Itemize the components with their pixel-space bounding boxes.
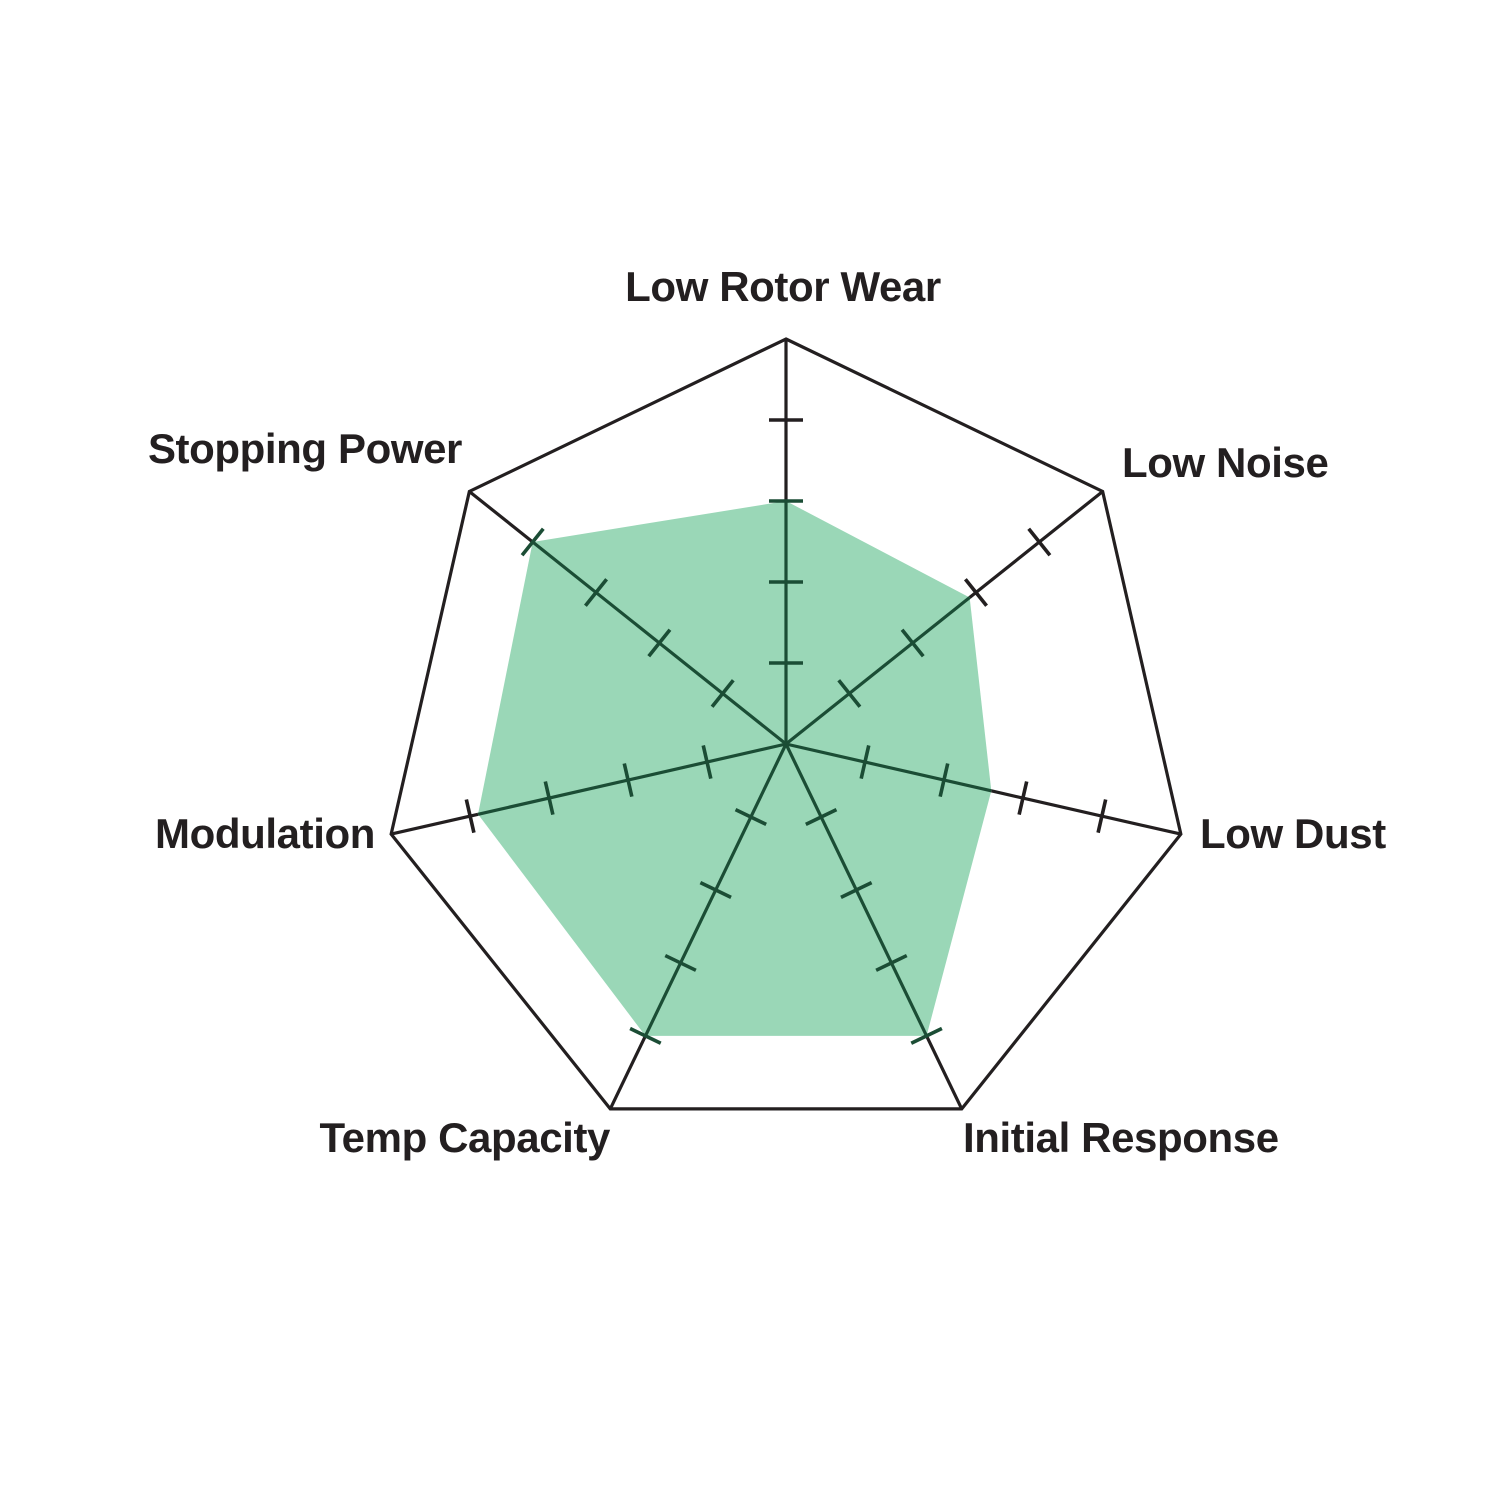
series-area-brake-pad-performance [478, 501, 992, 1036]
axis-tick-4-2 [699, 880, 732, 899]
axis-tick-2-4 [1096, 799, 1108, 834]
axis-tick-6-2 [647, 628, 672, 658]
axis-spoke-outer-1 [968, 490, 1104, 599]
axis-tick-6-1 [710, 679, 735, 708]
axis-label-stopping-power: Stopping Power [147, 425, 462, 472]
radar-axis-ticks-over-fill-group [520, 499, 950, 1045]
radar-series-group [478, 501, 992, 1036]
axis-tick-3-2 [840, 880, 873, 899]
axis-tick-6-4 [520, 527, 545, 557]
axis-tick-4-4 [629, 1026, 662, 1045]
axis-label-initial-response: Initial Response [963, 1114, 1279, 1161]
axis-spoke-outer-5 [390, 812, 479, 836]
axis-label-modulation: Modulation [155, 810, 375, 857]
axis-spoke-outer-4 [608, 1035, 647, 1110]
axis-tick-4-3 [664, 953, 697, 972]
axis-tick-3-4 [910, 1026, 943, 1045]
axis-tick-2-2 [938, 763, 950, 798]
axis-spoke-inner-2 [785, 742, 992, 793]
axis-tick-6-3 [584, 578, 609, 607]
radar-axis-ticks-group [464, 418, 1108, 834]
outer-boundary-heptagon [389, 337, 1183, 1111]
axis-tick-1-3 [963, 578, 988, 607]
axis-tick-1-1 [837, 679, 862, 708]
axis-spoke-inner-1 [785, 596, 971, 746]
axis-tick-5-3 [543, 781, 555, 816]
axis-label-low-dust: Low Dust [1200, 810, 1386, 857]
axis-tick-5-2 [622, 763, 634, 798]
axis-tick-2-3 [1017, 781, 1029, 816]
axis-spoke-outer-3 [925, 1035, 964, 1110]
axis-tick-5-4 [464, 799, 476, 834]
axis-label-low-noise: Low Noise [1122, 439, 1329, 486]
axis-label-low-rotor-wear: Low Rotor Wear [625, 263, 941, 310]
axis-tick-5-1 [701, 745, 713, 780]
axis-tick-4-1 [734, 807, 767, 826]
axis-spoke-outer-6 [468, 490, 534, 544]
axis-tick-1-4 [1027, 527, 1052, 557]
axis-spoke-inner-5 [477, 742, 787, 816]
axis-tick-2-1 [859, 745, 871, 780]
radar-outer-heptagon-group [389, 337, 1183, 1111]
axis-tick-3-3 [875, 953, 908, 972]
axis-tick-3-1 [805, 807, 838, 826]
axis-tick-1-2 [900, 628, 925, 658]
axis-label-temp-capacity: Temp Capacity [319, 1114, 611, 1161]
